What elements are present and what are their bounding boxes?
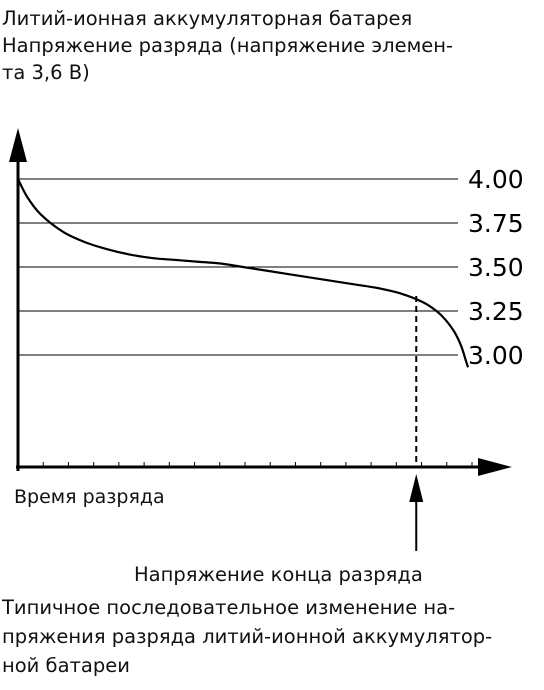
y-tick-label-4: 3.00 [468, 341, 524, 370]
caption-line-1: Типичное последовательное изменение на- [2, 596, 456, 619]
end-of-discharge-arrow-head [409, 474, 424, 502]
x-minor-ticks [42, 462, 473, 467]
axes [9, 128, 512, 476]
chart-title-line-1: Литий-ионная аккумуляторная батарея [2, 7, 413, 30]
caption-line-3: ной батареи [2, 654, 130, 677]
y-tick-label-1: 3.75 [468, 209, 524, 238]
chart-title-line-2: Напряжение разряда (напряжение элемен- [2, 34, 454, 57]
chart-title-line-3: та 3,6 В) [2, 61, 90, 84]
x-axis-arrow [478, 458, 512, 476]
y-axis-arrow [9, 128, 27, 162]
y-tick-label-3: 3.25 [468, 297, 524, 326]
y-tick-label-2: 3.50 [468, 253, 524, 282]
grid-lines [18, 178, 458, 356]
y-tick-label-0: 4.00 [468, 165, 524, 194]
end-of-discharge-label: Напряжение конца разряда [134, 563, 423, 586]
series-group [17, 178, 470, 368]
caption-line-2: пряжения разряда литий-ионной аккумулято… [2, 625, 493, 648]
y-tick-labels: 4.00 3.75 3.50 3.25 3.00 [468, 165, 524, 370]
series-line-0 [17, 178, 470, 368]
x-axis-label: Время разряда [14, 486, 165, 508]
end-of-discharge-marker [409, 296, 424, 551]
